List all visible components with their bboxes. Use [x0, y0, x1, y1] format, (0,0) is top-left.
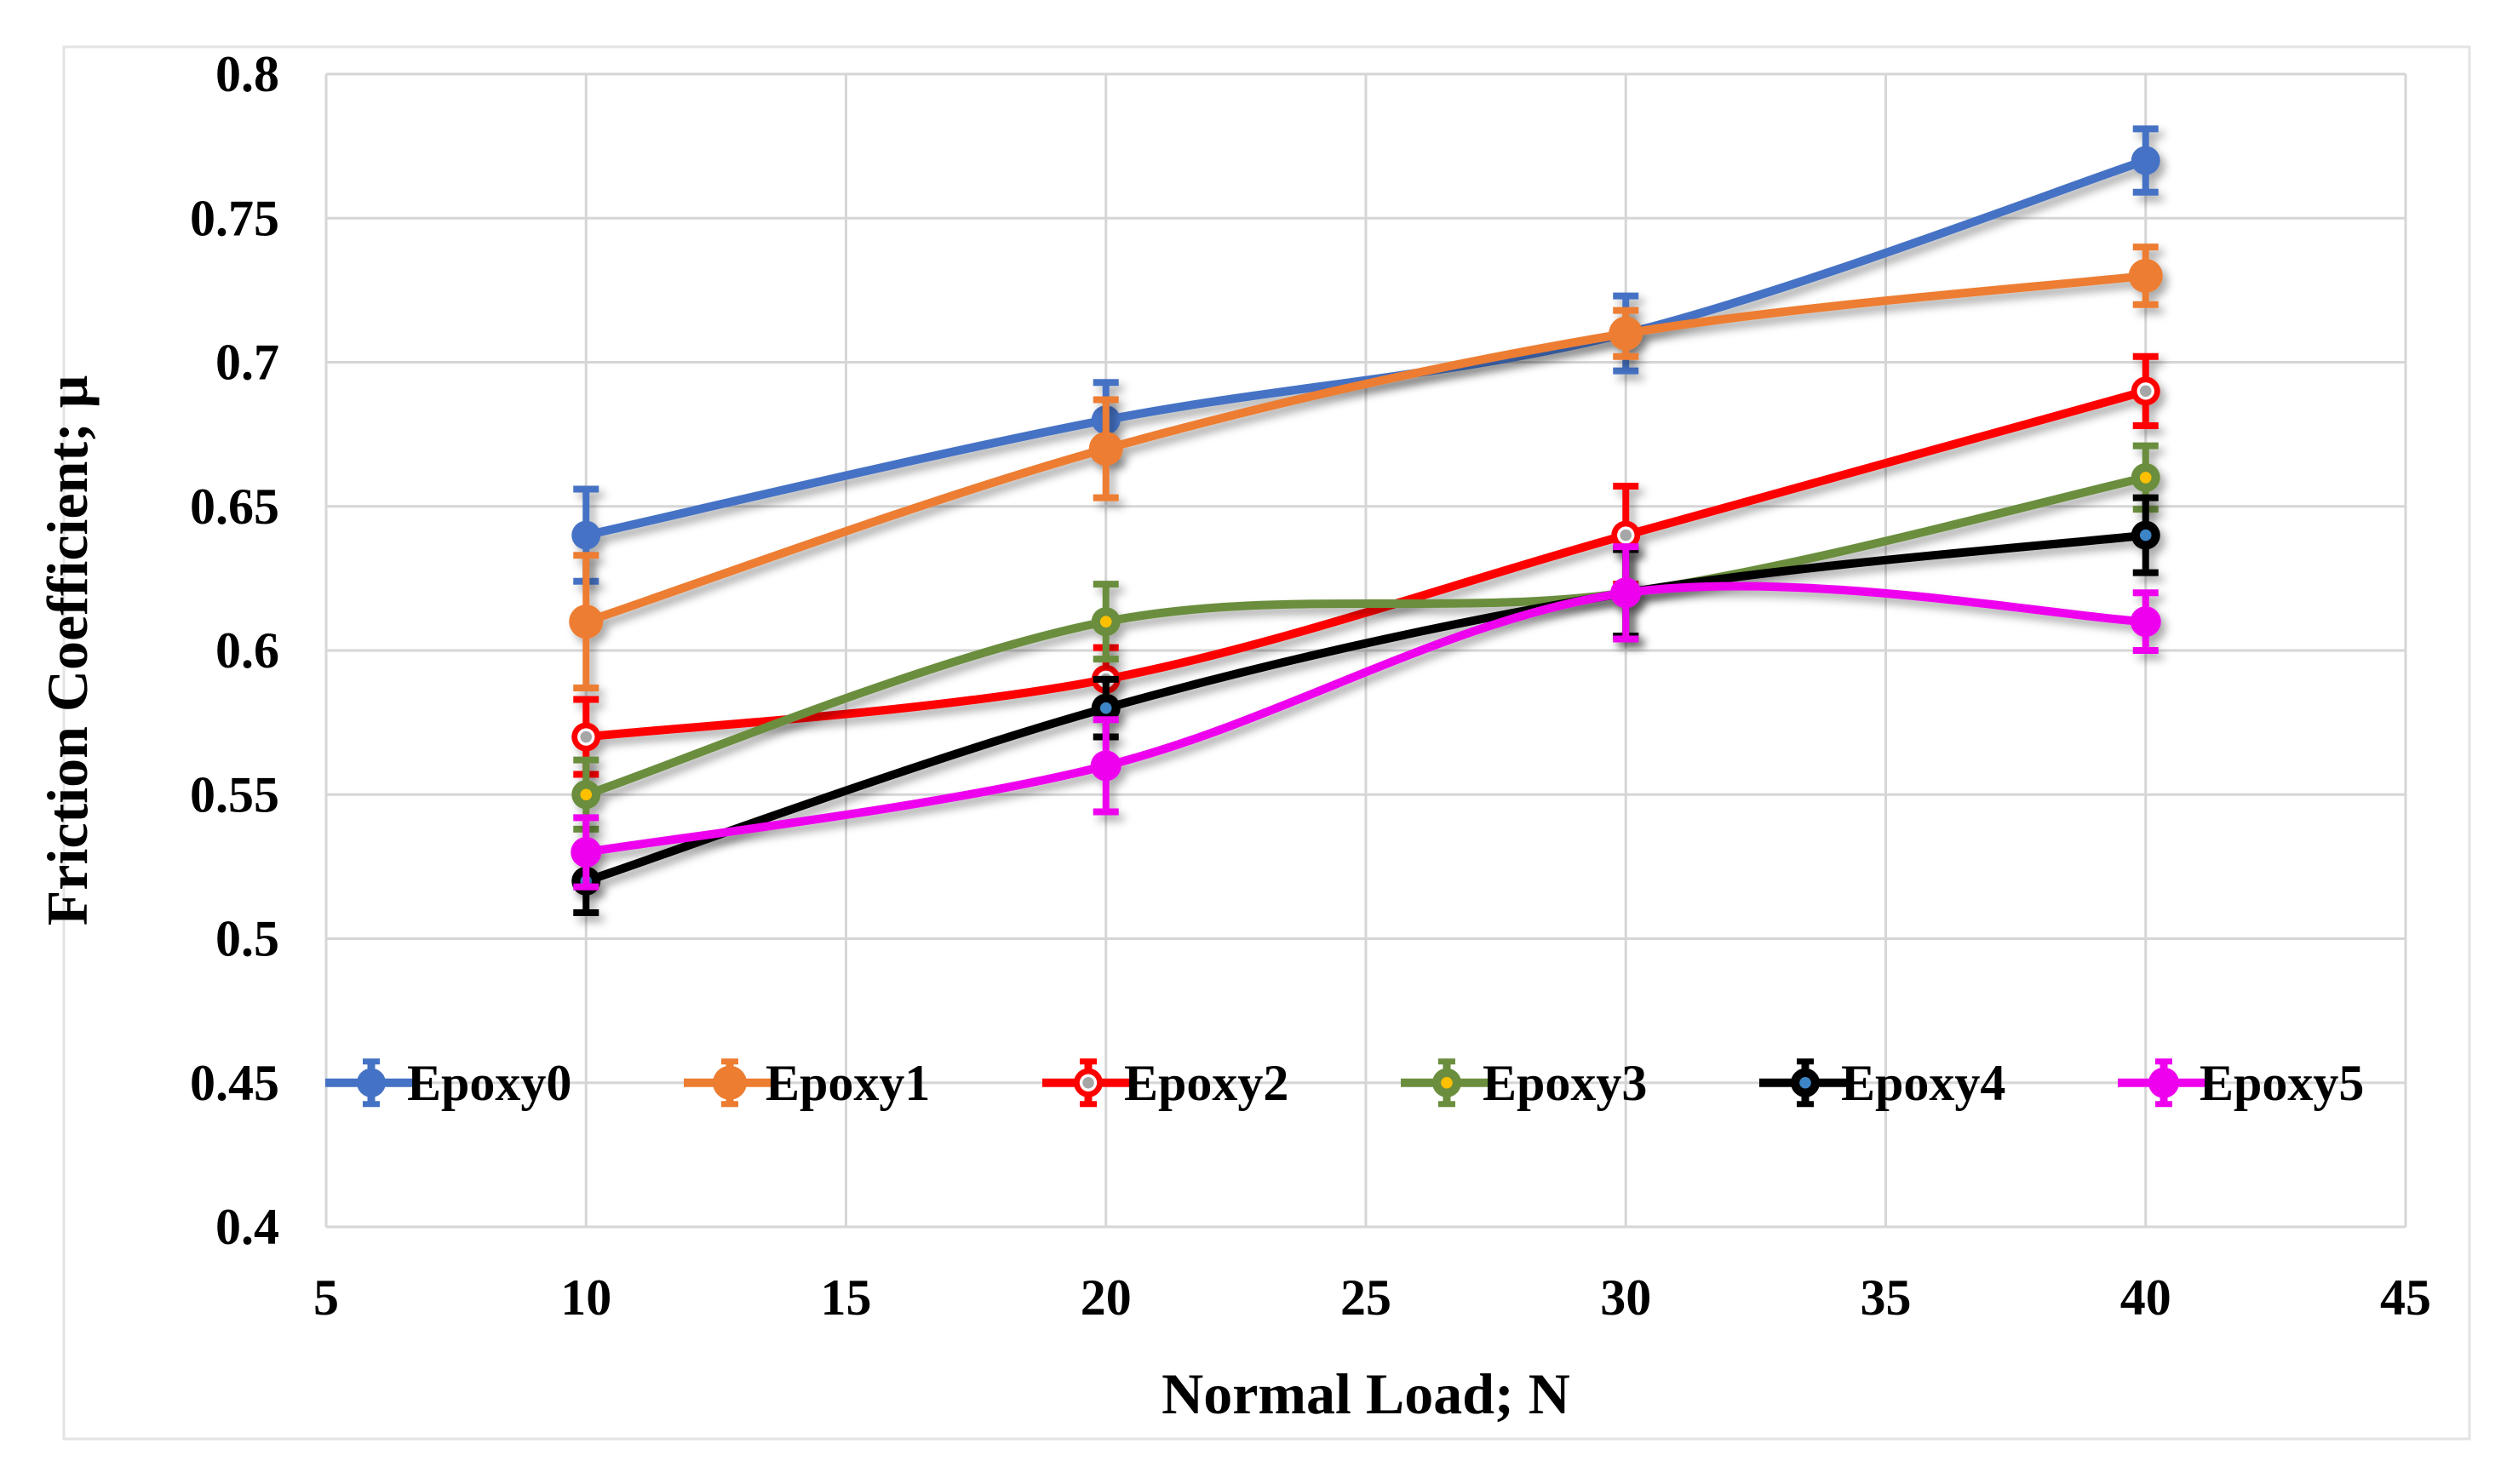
- series-line-Epoxy1: [582, 271, 2150, 627]
- y-tick-label-0.4: 0.4: [215, 1199, 279, 1255]
- x-tick-label-45: 45: [2380, 1269, 2431, 1326]
- legend-label-Epoxy5: Epoxy5: [2200, 1055, 2364, 1111]
- marker-inner-dot: [1799, 1076, 1811, 1089]
- y-tick-label-0.8: 0.8: [215, 46, 279, 102]
- data-point-marker: [1610, 577, 1642, 609]
- data-point-marker: [569, 604, 604, 639]
- data-point-marker: [2131, 146, 2160, 175]
- x-tick-label-30: 30: [1600, 1269, 1651, 1326]
- x-tick-label-40: 40: [2120, 1269, 2171, 1326]
- marker-inner-dot: [580, 731, 593, 743]
- y-tick-label-0.7: 0.7: [215, 335, 279, 391]
- marker-inner-dot: [1441, 1076, 1453, 1089]
- series-layer: [569, 125, 2163, 917]
- data-point-marker: [2128, 258, 2163, 293]
- x-tick-label-20: 20: [1081, 1269, 1132, 1326]
- y-axis-title: Friction Coefficient; μ: [35, 375, 100, 926]
- y-tick-label-0.75: 0.75: [190, 190, 279, 246]
- legend-label-Epoxy4: Epoxy4: [1841, 1055, 2005, 1111]
- marker-inner-dot: [580, 788, 593, 801]
- legend-item-Epoxy1: Epoxy1: [684, 1055, 930, 1111]
- series-Epoxy2: [571, 352, 2160, 778]
- legend-item-Epoxy3: Epoxy3: [1401, 1055, 1647, 1111]
- legend-label-Epoxy2: Epoxy2: [1124, 1055, 1288, 1111]
- y-tick-label-0.6: 0.6: [215, 622, 279, 679]
- marker-inner-dot: [1099, 616, 1112, 627]
- legend-item-Epoxy4: Epoxy4: [1759, 1055, 2005, 1111]
- marker-inner-dot: [1082, 1076, 1094, 1089]
- legend-item-Epoxy5: Epoxy5: [2118, 1055, 2364, 1111]
- data-point-marker: [713, 1065, 747, 1100]
- series-Epoxy5: [571, 543, 2161, 891]
- marker-inner-dot: [1099, 702, 1112, 714]
- data-point-marker: [2148, 1067, 2179, 1098]
- data-point-marker: [571, 836, 602, 868]
- legend-label-Epoxy0: Epoxy0: [407, 1055, 571, 1111]
- x-tick-label-5: 5: [313, 1269, 339, 1326]
- data-point-marker: [1088, 432, 1123, 467]
- data-point-marker: [2130, 606, 2161, 638]
- marker-inner-dot: [2139, 472, 2152, 484]
- marker-inner-dot: [2139, 529, 2152, 541]
- data-point-marker: [1609, 316, 1643, 351]
- y-tick-label-0.45: 0.45: [190, 1055, 279, 1111]
- legend-item-Epoxy0: Epoxy0: [325, 1055, 571, 1111]
- legend: Epoxy0 Epoxy1 Epoxy2 Epoxy3 Epoxy4 Epoxy5: [325, 1055, 2364, 1111]
- marker-inner-dot: [2139, 385, 2152, 398]
- legend-item-Epoxy2: Epoxy2: [1042, 1055, 1288, 1111]
- legend-label-Epoxy3: Epoxy3: [1483, 1055, 1647, 1111]
- gridlines: [324, 72, 2407, 1229]
- figure-border: [62, 45, 2471, 1441]
- y-tick-label-0.5: 0.5: [215, 911, 279, 967]
- data-point-marker: [1090, 750, 1121, 782]
- x-tick-label-15: 15: [821, 1269, 872, 1326]
- series-line-Epoxy3: [582, 473, 2150, 799]
- series-Epoxy1: [569, 244, 2163, 692]
- marker-inner-dot: [1620, 529, 1632, 541]
- y-tick-label-0.65: 0.65: [190, 478, 279, 535]
- y-axis-tick-labels: 0.4 0.45 0.5 0.55 0.6 0.65 0.7 0.75 0.8: [190, 46, 279, 1255]
- data-point-marker: [571, 520, 601, 550]
- x-axis-title: Normal Load; N: [1161, 1361, 1570, 1426]
- x-tick-label-25: 25: [1340, 1269, 1391, 1326]
- series-line-Epoxy5: [582, 582, 2150, 857]
- data-point-marker: [357, 1068, 386, 1097]
- y-tick-label-0.55: 0.55: [190, 766, 279, 822]
- legend-label-Epoxy1: Epoxy1: [766, 1055, 930, 1111]
- x-tick-label-35: 35: [1861, 1269, 1912, 1326]
- series-line-Epoxy4: [582, 530, 2150, 885]
- series-line-Epoxy2: [582, 387, 2150, 742]
- x-tick-label-10: 10: [560, 1269, 611, 1326]
- x-axis-tick-labels: 5 10 15 20 25 30 35 40 45: [313, 1269, 2431, 1326]
